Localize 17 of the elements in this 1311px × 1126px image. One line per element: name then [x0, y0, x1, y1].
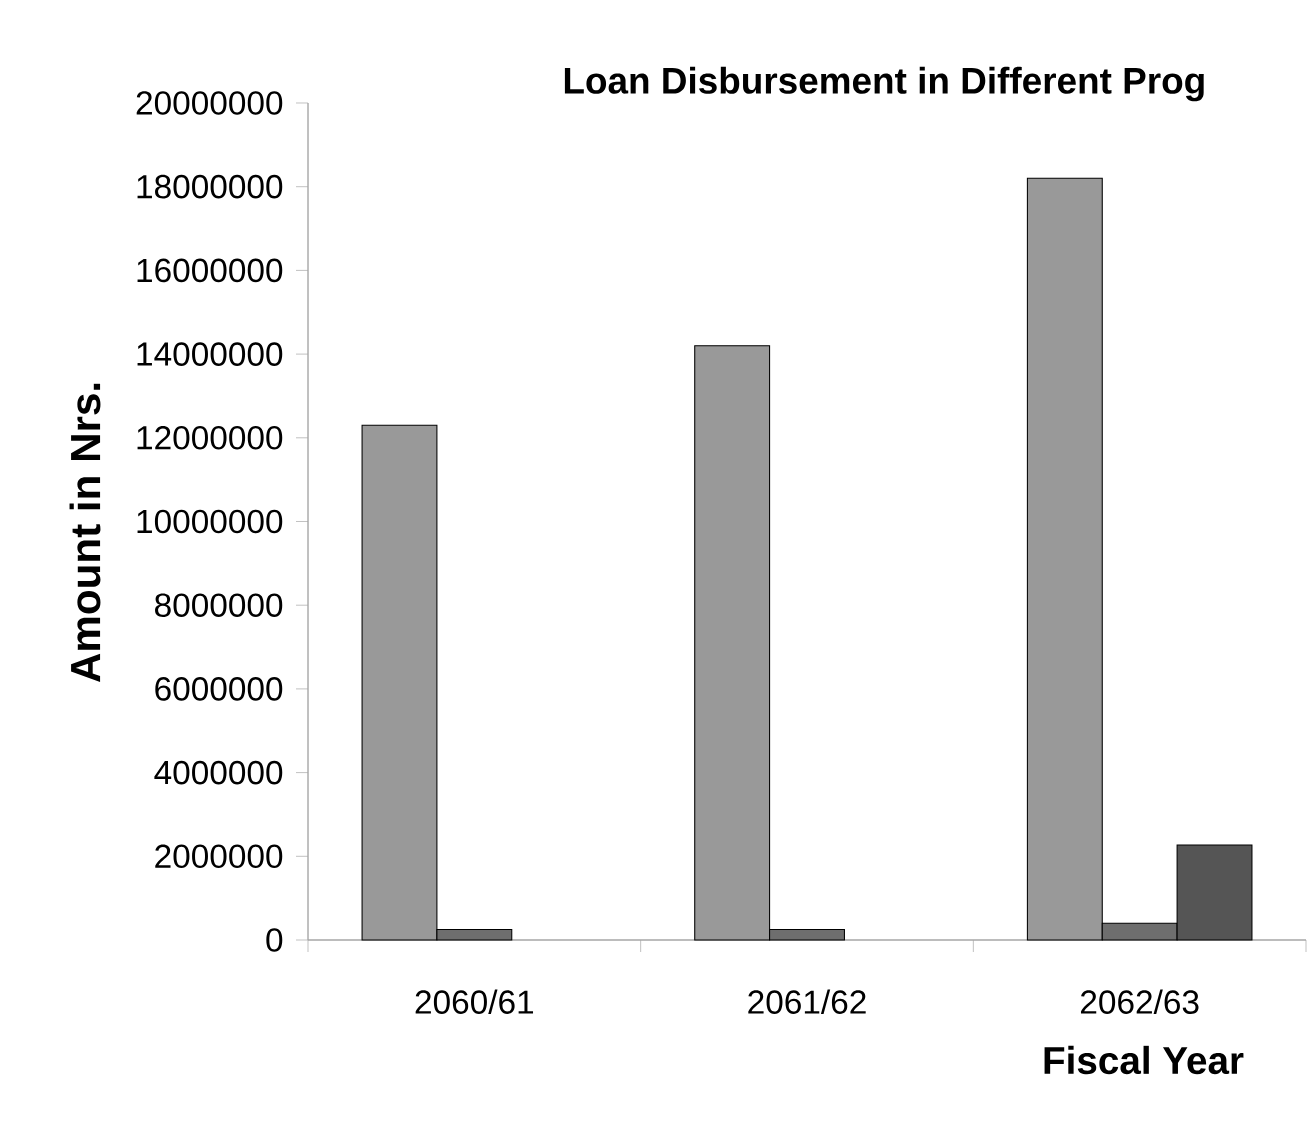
x-tick-label: 2062/63	[1080, 989, 1199, 1014]
y-tick-label: 14000000	[137, 342, 283, 366]
y-tick-label: 12000000	[137, 425, 283, 450]
y-tick-label: 4000000	[154, 760, 283, 785]
y-tick-label: 20000000	[136, 91, 283, 115]
x-tick-label: 2060/61	[415, 989, 534, 1014]
y-tick-label: 6000000	[155, 677, 283, 701]
y-tick-label: 2000000	[155, 844, 283, 869]
x-tick-label: 2061/62	[748, 989, 866, 1014]
y-tick-label: 16000000	[137, 258, 283, 283]
y-tick-label: 18000000	[137, 174, 283, 199]
y-tick-label: 10000000	[137, 509, 283, 534]
chart-title: Loan Disbursement in Different Prog	[564, 66, 1204, 102]
x-axis-title: Fiscal Year	[1044, 1045, 1244, 1075]
y-tick-label: 8000000	[155, 593, 283, 618]
y-axis-title: Amount in Nrs.	[69, 383, 101, 683]
y-tick-label: 0	[266, 928, 283, 952]
